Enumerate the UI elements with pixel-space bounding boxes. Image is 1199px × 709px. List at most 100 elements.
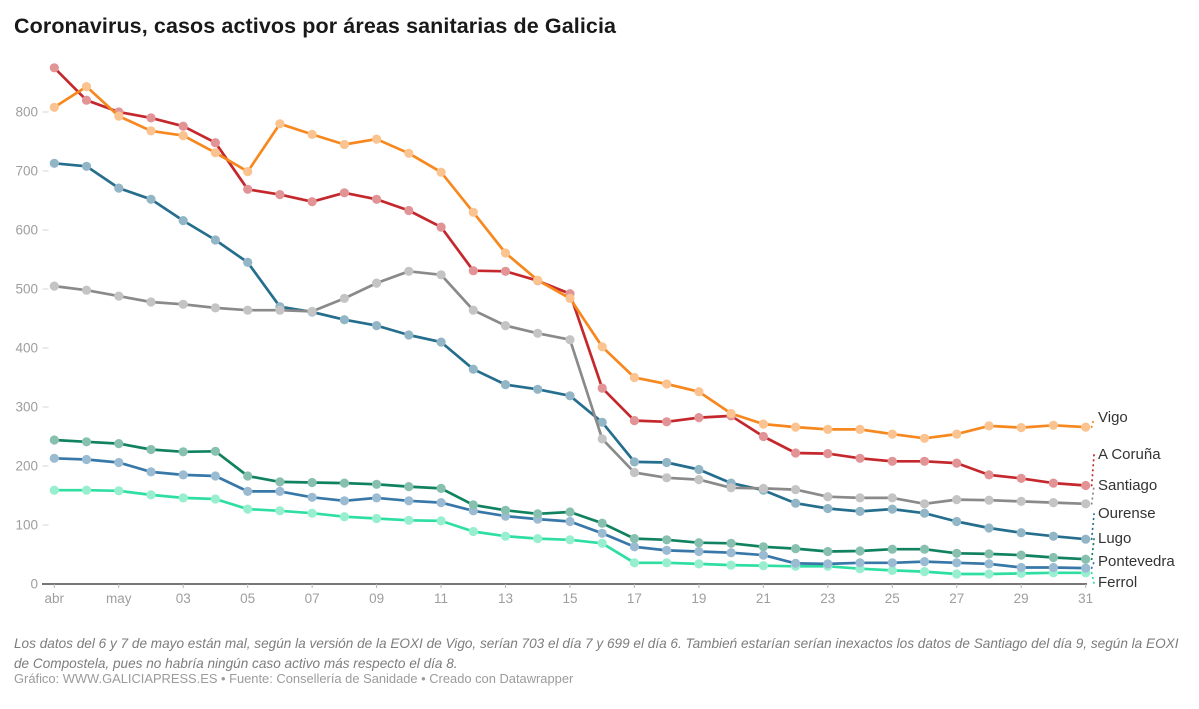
y-tick-label: 400	[15, 341, 38, 356]
data-point	[919, 499, 930, 509]
x-tick-label: 05	[240, 591, 255, 606]
x-tick-label: 31	[1078, 591, 1093, 606]
data-point	[49, 281, 59, 291]
label-leader-line	[1090, 417, 1095, 428]
data-point	[468, 526, 478, 537]
data-point	[887, 504, 897, 514]
data-point	[468, 364, 478, 374]
data-point	[565, 335, 575, 345]
data-point	[339, 478, 349, 488]
data-point	[178, 131, 188, 141]
data-point	[1016, 550, 1026, 560]
line-path	[54, 269, 1086, 506]
data-point	[984, 523, 994, 533]
data-point	[146, 113, 156, 123]
data-point	[49, 102, 59, 112]
series-label-A Coruña: A Coruña	[1098, 446, 1161, 463]
data-point	[952, 458, 962, 468]
data-point	[533, 275, 543, 285]
data-point	[694, 559, 704, 569]
data-point	[275, 486, 285, 496]
data-point	[597, 342, 607, 352]
data-point	[339, 188, 349, 198]
data-point	[629, 558, 640, 568]
chart-footnote: Los datos del 6 y 7 de mayo están mal, s…	[14, 636, 1179, 671]
data-point	[919, 557, 930, 567]
data-point	[694, 538, 704, 548]
label-leader-line	[1090, 485, 1095, 505]
data-point	[372, 194, 382, 204]
label-leader-line	[1090, 561, 1095, 569]
data-point	[49, 158, 59, 168]
data-point	[726, 483, 736, 493]
data-point	[178, 447, 188, 457]
data-point	[984, 549, 994, 559]
data-point	[694, 464, 704, 475]
series-line-Ferrol	[49, 485, 1091, 579]
data-point	[855, 506, 865, 516]
data-point	[758, 561, 769, 571]
data-point	[210, 138, 220, 148]
data-point	[436, 222, 446, 232]
data-point	[597, 538, 607, 548]
y-tick-label: 100	[15, 518, 38, 533]
data-point	[210, 303, 220, 313]
data-point	[178, 493, 188, 503]
data-point	[114, 111, 124, 121]
series-label-Ferrol: Ferrol	[1098, 574, 1137, 591]
series-label-Ourense: Ourense	[1098, 505, 1156, 522]
label-leader-line	[1090, 538, 1095, 561]
credit-line: Gráfico: WWW.GALICIAPRESS.ES • Fuente: C…	[14, 671, 574, 686]
data-point	[81, 454, 92, 465]
data-point	[114, 457, 124, 468]
data-point	[1081, 480, 1091, 491]
data-point	[436, 337, 446, 347]
x-tick-label: abr	[45, 591, 65, 606]
chart-title: Coronavirus, casos activos por áreas san…	[14, 14, 617, 38]
data-point	[952, 429, 962, 439]
data-point	[1016, 473, 1026, 483]
data-point	[1048, 498, 1058, 508]
x-tick-label: 03	[176, 591, 191, 606]
data-point	[984, 495, 994, 505]
data-point	[758, 550, 769, 560]
data-point	[468, 207, 478, 217]
data-point	[49, 435, 59, 445]
data-point	[1081, 534, 1091, 544]
data-point	[114, 183, 124, 193]
data-point	[436, 167, 446, 177]
data-point	[81, 82, 92, 92]
data-point	[404, 266, 414, 276]
data-point	[1081, 554, 1091, 564]
data-point	[339, 315, 349, 325]
data-point	[243, 305, 253, 315]
data-point	[984, 569, 994, 579]
line-path	[53, 66, 1086, 487]
data-point	[243, 167, 253, 177]
data-point	[952, 495, 962, 505]
data-point	[210, 494, 220, 504]
data-point	[372, 479, 382, 489]
data-point	[243, 257, 253, 267]
label-leader-line	[1090, 571, 1095, 584]
data-point	[275, 506, 285, 516]
y-tick-label: 300	[15, 400, 38, 415]
data-point	[178, 299, 188, 309]
data-point	[81, 437, 92, 447]
data-point	[823, 546, 833, 557]
data-point	[823, 424, 833, 434]
data-point	[565, 535, 575, 545]
data-point	[694, 546, 704, 557]
data-point	[81, 485, 92, 495]
x-tick-label: 23	[820, 591, 835, 606]
data-point	[726, 560, 736, 570]
data-point	[81, 95, 92, 105]
y-tick-label: 700	[15, 164, 38, 179]
data-point	[984, 559, 994, 569]
data-point	[372, 513, 382, 524]
data-point	[275, 305, 285, 315]
data-point	[629, 372, 640, 383]
data-point	[500, 505, 511, 515]
data-point	[597, 518, 607, 528]
data-point	[791, 485, 801, 495]
